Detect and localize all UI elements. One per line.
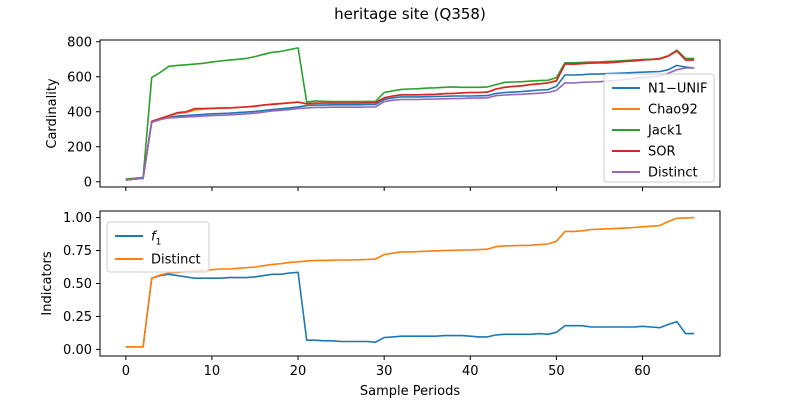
legend-label-0: N1−UNIF (648, 82, 707, 97)
cardinality-legend[interactable]: N1−UNIF Chao92 Jack1 SOR Distinct (603, 73, 715, 183)
series-line-0 (125, 271, 695, 348)
indicators-x-label: Sample Periods (360, 384, 460, 399)
y-tick-label: 600 (67, 70, 92, 85)
series-line-2 (125, 47, 695, 180)
indicators-panel: 0 10 20 30 40 50 60 0.00 0.25 0.50 0.75 1.00 Indic… (40, 210, 721, 399)
cardinality-legend-box (603, 73, 715, 183)
x-tick-label: 50 (548, 364, 565, 379)
cardinality-series (125, 47, 695, 181)
cardinality-y-axis: 0 200 400 600 800 (67, 35, 100, 190)
y-tick-label: 0 (84, 175, 92, 190)
x-tick-label: 40 (462, 364, 479, 379)
indicators-y-label: Indicators (40, 251, 55, 315)
indicators-series (125, 216, 695, 348)
y-tick-label: 0.75 (63, 244, 92, 259)
y-tick-label: 0.00 (63, 343, 92, 358)
y-tick-label: 1.00 (63, 211, 92, 226)
x-tick-label: 0 (122, 364, 130, 379)
indicators-x-axis: 0 10 20 30 40 50 60 (122, 356, 651, 379)
figure-title: heritage site (Q358) (334, 5, 486, 23)
cardinality-x-axis (125, 187, 643, 191)
series-line-1 (125, 216, 695, 348)
y-tick-label: 400 (67, 105, 92, 120)
cardinality-panel: 0 200 400 600 800 Cardinality N1−UNIF Chao92 J… (45, 35, 721, 191)
y-tick-label: 0.25 (63, 310, 92, 325)
series-line-3 (125, 49, 695, 181)
x-tick-label: 30 (376, 364, 393, 379)
cardinality-y-label: Cardinality (45, 78, 60, 149)
series-line-4 (125, 67, 695, 181)
x-tick-label: 20 (290, 364, 307, 379)
legend-label-3: SOR (648, 145, 676, 160)
legend-label-1: Chao92 (648, 103, 698, 118)
x-tick-label: 10 (204, 364, 221, 379)
y-tick-label: 200 (67, 140, 92, 155)
x-tick-label: 60 (634, 364, 651, 379)
y-tick-label: 800 (67, 35, 92, 50)
legend-label-4: Distinct (648, 166, 698, 181)
indicators-legend[interactable]: f1 Distinct (106, 221, 210, 273)
indicators-y-axis: 0.00 0.25 0.50 0.75 1.00 (63, 211, 100, 358)
y-tick-label: 0.50 (63, 277, 92, 292)
series-line-0 (125, 64, 695, 181)
cardinality-plot-frame (99, 39, 721, 188)
legend-label-0: f1 (151, 230, 161, 248)
legend-label-1: Distinct (151, 253, 201, 268)
legend-label-2: Jack1 (647, 124, 683, 139)
